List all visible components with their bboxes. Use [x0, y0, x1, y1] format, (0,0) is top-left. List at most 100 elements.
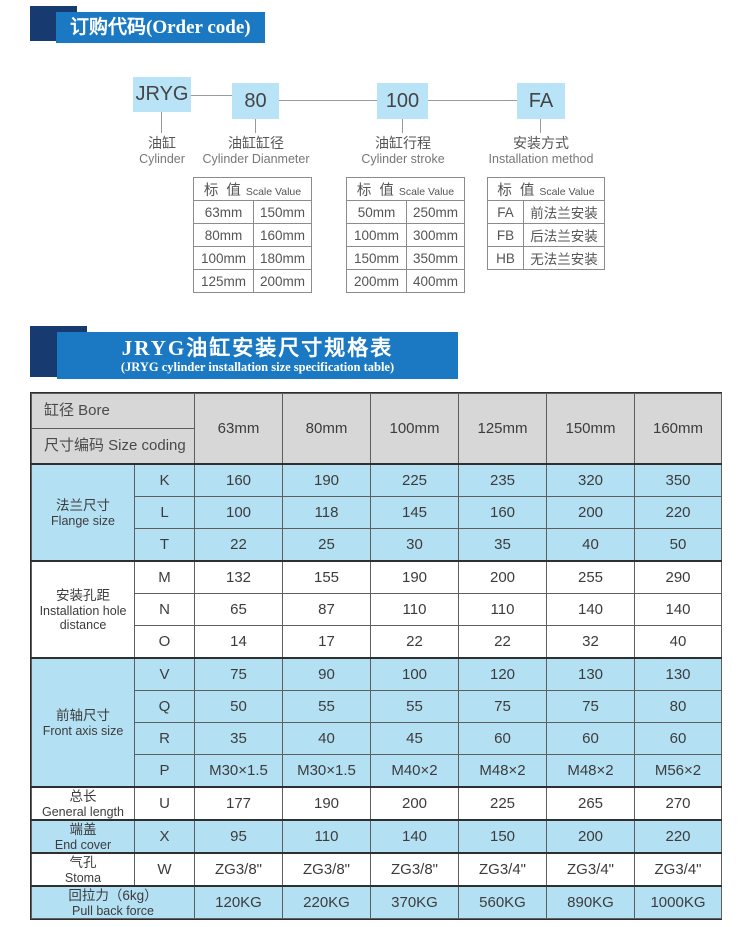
diagram-label-stroke: 油缸行程 Cylinder stroke [361, 135, 445, 166]
scale-table-diameter: 标 值 Scale Value 63mm 150mm 80mm 160mm 100mm 18… [193, 177, 312, 293]
spec-value-cell: 25 [282, 528, 371, 562]
scale-cell: 350mm [406, 246, 465, 270]
spec-value-cell: 890KG [546, 885, 635, 919]
scale-cell: 150mm [253, 200, 312, 224]
spec-value-cell: M48×2 [546, 754, 635, 788]
spec-column-header: 150mm [546, 393, 635, 465]
scale-cell: FB [487, 223, 524, 247]
scale-cell: 100mm [346, 223, 407, 247]
spec-value-cell: 90 [282, 657, 371, 691]
spec-group-label: 气孔 Stoma [31, 852, 135, 887]
spec-row-code: U [134, 786, 195, 821]
scale-cell: 300mm [406, 223, 465, 247]
scale-table-method: 标 值 Scale Value FA 前法兰安装 FB 后法兰安装 HB 无法兰安装 [487, 177, 605, 270]
spec-value-cell: ZG3/8" [282, 852, 371, 887]
spec-value-cell: 220 [634, 496, 722, 529]
spec-value-cell: 370KG [370, 885, 459, 919]
spec-value-cell: M56×2 [634, 754, 722, 788]
section1-title-bar: 订购代码(Order code) [56, 12, 265, 43]
spec-value-cell: M40×2 [370, 754, 459, 788]
spec-row-code: M [134, 560, 195, 594]
spec-value-cell: 40 [546, 528, 635, 562]
spec-value-cell: 80 [634, 690, 722, 723]
connector-line [428, 100, 517, 101]
spec-value-cell: 350 [634, 463, 722, 497]
spec-value-cell: 110 [370, 593, 459, 626]
spec-value-cell: 55 [282, 690, 371, 723]
scale-table: 标 值 Scale Value FA 前法兰安装 FB 后法兰安装 HB 无法兰安装 [487, 177, 605, 270]
spec-value-cell: 265 [546, 786, 635, 821]
spec-value-cell: 95 [194, 819, 283, 854]
connector-stem [255, 119, 256, 133]
spec-value-cell: 75 [194, 657, 283, 691]
spec-value-cell: 40 [634, 625, 722, 659]
spec-value-cell: 14 [194, 625, 283, 659]
scale-table-header: 标 值 Scale Value [487, 177, 605, 201]
scale-cell: 200mm [346, 269, 407, 293]
scale-cell: 200mm [253, 269, 312, 293]
spec-value-cell: 177 [194, 786, 283, 821]
spec-value-cell: 100 [370, 657, 459, 691]
spec-row-code: V [134, 657, 195, 691]
spec-group-label: 总长 General length [31, 786, 135, 821]
spec-value-cell: 200 [546, 819, 635, 854]
spec-value-cell: 60 [458, 722, 547, 755]
spec-value-cell: 120 [458, 657, 547, 691]
spec-value-cell: 190 [282, 786, 371, 821]
spec-value-cell: 87 [282, 593, 371, 626]
connector-stem [402, 119, 403, 133]
scale-cell: 180mm [253, 246, 312, 270]
spec-column-header: 160mm [634, 393, 722, 465]
spec-row-code: X [134, 819, 195, 854]
spec-value-cell: ZG3/4" [546, 852, 635, 887]
spec-table: 缸径 Bore 尺寸编码 Size coding 63mm 80mm 100mm 125m… [30, 392, 722, 920]
spec-value-cell: 290 [634, 560, 722, 594]
section2-title-en: (JRYG cylinder installation size specifi… [120, 360, 395, 374]
scale-cell: 250mm [406, 200, 465, 224]
scale-cell: 125mm [193, 269, 254, 293]
spec-value-cell: 100 [194, 496, 283, 529]
spec-value-cell: 130 [634, 657, 722, 691]
diagram-label-diameter: 油缸缸径 Cylinder Dianmeter [202, 135, 310, 166]
spec-value-cell: 1000KG [634, 885, 722, 919]
scale-table: 标 值 Scale Value 50mm 250mm 100mm 300mm 150mm 3… [346, 177, 465, 293]
spec-group-label: 法兰尺寸 Flange size [31, 463, 135, 562]
spec-value-cell: ZG3/8" [194, 852, 283, 887]
spec-value-cell: 30 [370, 528, 459, 562]
spec-column-header: 125mm [458, 393, 547, 465]
spec-value-cell: 155 [282, 560, 371, 594]
diagram-label-cylinder: 油缸 Cylinder [139, 135, 185, 166]
scale-table-header: 标 值 Scale Value [346, 177, 465, 201]
spec-value-cell: 560KG [458, 885, 547, 919]
scale-cell: 63mm [193, 200, 254, 224]
spec-value-cell: 160 [194, 463, 283, 497]
spec-value-cell: 50 [194, 690, 283, 723]
spec-value-cell: 60 [546, 722, 635, 755]
spec-value-cell: M30×1.5 [282, 754, 371, 788]
spec-value-cell: 22 [370, 625, 459, 659]
spec-group-label: 安装孔距 Installation hole distance [31, 560, 135, 659]
spec-value-cell: 190 [282, 463, 371, 497]
spec-value-cell: 200 [458, 560, 547, 594]
spec-value-cell: 35 [194, 722, 283, 755]
spec-value-cell: ZG3/4" [634, 852, 722, 887]
section2-title-zh: JRYG油缸安装尺寸规格表 [121, 336, 394, 360]
spec-value-cell: 55 [370, 690, 459, 723]
spec-value-cell: 140 [634, 593, 722, 626]
spec-value-cell: 255 [546, 560, 635, 594]
spec-value-cell: 225 [370, 463, 459, 497]
section2-title-bar: JRYG油缸安装尺寸规格表 (JRYG cylinder installatio… [57, 332, 458, 379]
scale-cell: FA [487, 200, 524, 224]
spec-value-cell: 320 [546, 463, 635, 497]
spec-value-cell: 110 [282, 819, 371, 854]
spec-row-code: T [134, 528, 195, 562]
spec-value-cell: 50 [634, 528, 722, 562]
spec-value-cell: 235 [458, 463, 547, 497]
spec-value-cell: 140 [370, 819, 459, 854]
spec-row-code: L [134, 496, 195, 529]
spec-value-cell: 75 [546, 690, 635, 723]
scale-cell: HB [487, 246, 524, 270]
spec-row-code: Q [134, 690, 195, 723]
scale-table-header: 标 值 Scale Value [193, 177, 312, 201]
scale-cell: 400mm [406, 269, 465, 293]
